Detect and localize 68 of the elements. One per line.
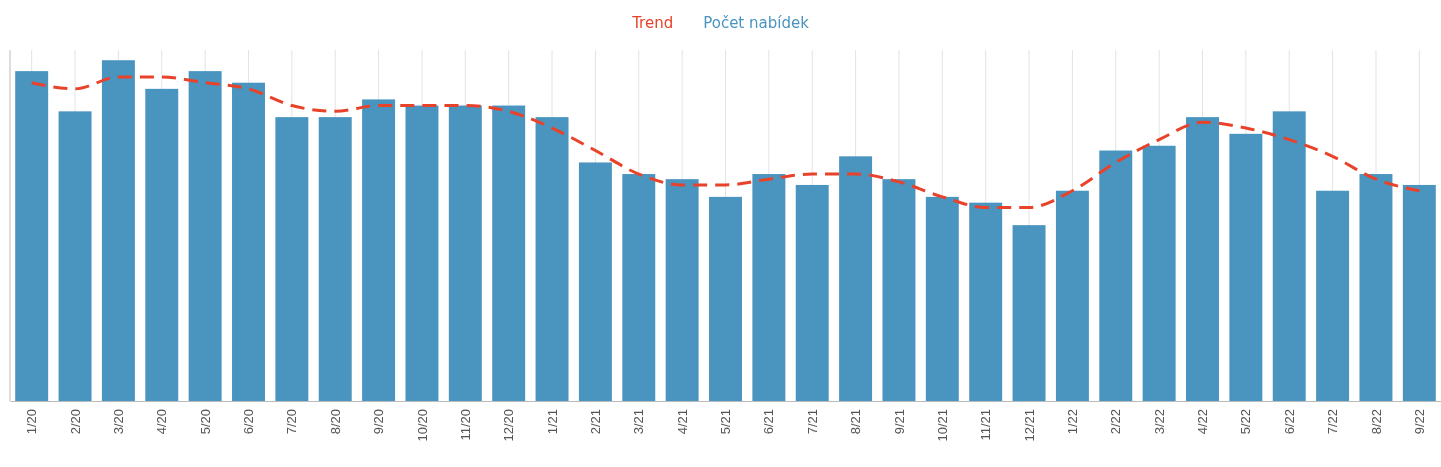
x-tick-label: 11/20 [457,409,473,441]
bar [1402,184,1436,401]
x-tick-label: 7/22 [1325,409,1341,435]
x-tick-label: 4/20 [154,409,170,435]
x-tick-label: 9/21 [891,409,907,435]
x-tick-label: 7/20 [284,409,300,435]
bar [405,105,439,401]
bar [15,71,49,401]
bar [101,60,135,401]
bar [709,196,742,401]
bar [362,99,396,401]
bar [752,174,786,401]
x-tick-label: 6/20 [241,409,257,435]
bar [232,82,265,401]
bar [1229,133,1263,401]
bar [1186,117,1219,401]
text: Trend [631,14,674,32]
x-tick-label: 5/22 [1238,409,1254,435]
bar [535,117,569,401]
x-tick-label: 2/21 [587,409,603,435]
bar [1012,225,1046,401]
text: Počet nabídek [703,14,810,32]
x-tick-label: 5/21 [718,409,734,435]
x-tick-label: 8/22 [1368,409,1384,435]
bar [145,88,179,401]
x-tick-label: 10/21 [934,409,950,442]
bar [795,184,829,401]
x-tick-label: 8/21 [848,409,864,435]
bar [275,117,309,401]
bar [578,162,612,401]
x-tick-label: 9/22 [1411,409,1427,435]
x-tick-label: 1/21 [544,409,560,435]
x-tick-label: 12/21 [1021,409,1037,442]
x-tick-label: 3/21 [631,409,647,435]
x-tick-label: 5/20 [197,409,213,435]
bar [448,105,482,401]
x-tick-label: 1/20 [24,409,40,435]
x-tick-label: 10/20 [414,409,430,442]
bar [1055,190,1089,401]
x-tick-label: 2/20 [67,409,83,435]
bar [492,105,526,401]
x-tick-label: 3/22 [1151,409,1167,435]
x-tick-label: 4/22 [1195,409,1211,435]
bar [318,117,352,401]
bar [1359,174,1393,401]
bar [1099,150,1133,401]
x-tick-label: 9/20 [371,409,387,435]
x-tick-label: 8/20 [327,409,343,435]
bar [188,71,222,401]
x-tick-label: 6/21 [761,409,777,435]
bar [58,111,92,401]
x-tick-label: 12/20 [501,409,517,442]
bar [925,196,959,401]
bar [839,156,873,401]
bar [1272,111,1306,401]
bar [1316,190,1350,401]
bar [882,179,916,401]
bar [969,202,1003,401]
x-tick-label: 7/21 [804,409,820,435]
x-tick-label: 2/22 [1108,409,1124,435]
bar [1142,145,1176,401]
x-tick-label: 6/22 [1281,409,1297,435]
x-tick-label: 11/21 [978,409,994,441]
x-tick-label: 3/20 [110,409,126,435]
x-tick-label: 1/22 [1064,409,1080,435]
bar [665,179,699,401]
bar [622,174,656,401]
x-tick-label: 4/21 [674,409,690,435]
